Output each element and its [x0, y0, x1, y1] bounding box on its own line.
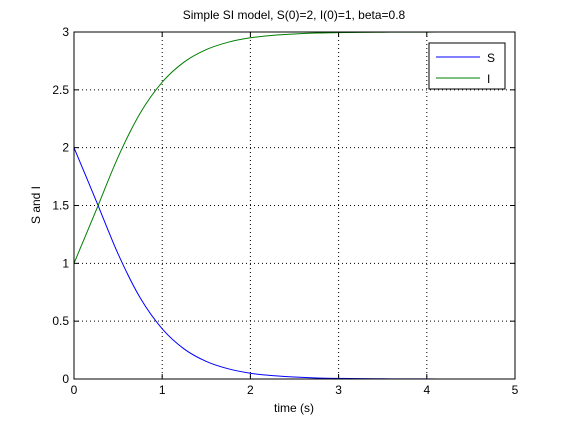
x-axis-label: time (s): [274, 401, 314, 415]
x-tick-label: 2: [247, 383, 254, 397]
y-tick-label: 2.5: [52, 83, 69, 97]
legend-box: [428, 42, 506, 90]
chart-title: Simple SI model, S(0)=2, I(0)=1, beta=0.…: [183, 8, 406, 22]
x-tick-label: 0: [71, 383, 78, 397]
x-tick-label: 1: [159, 383, 166, 397]
legend: SI: [428, 42, 506, 90]
y-tick-label: 1: [62, 256, 69, 270]
legend-label-s: S: [487, 51, 495, 65]
x-tick-label: 4: [423, 383, 430, 397]
y-tick-label: 0.5: [52, 314, 69, 328]
y-tick-label: 2: [62, 141, 69, 155]
y-axis-label: S and I: [29, 186, 43, 224]
y-tick-label: 0: [62, 372, 69, 386]
axis-ticks: 0 1 2 3 4 5 0 0.5 1 1.5 2 2.5 3: [52, 25, 518, 397]
grid-lines: [74, 32, 515, 379]
y-tick-label: 3: [62, 25, 69, 39]
legend-label-i: I: [487, 72, 490, 86]
x-tick-label: 5: [512, 383, 519, 397]
y-tick-label: 1.5: [52, 199, 69, 213]
x-tick-label: 3: [335, 383, 342, 397]
